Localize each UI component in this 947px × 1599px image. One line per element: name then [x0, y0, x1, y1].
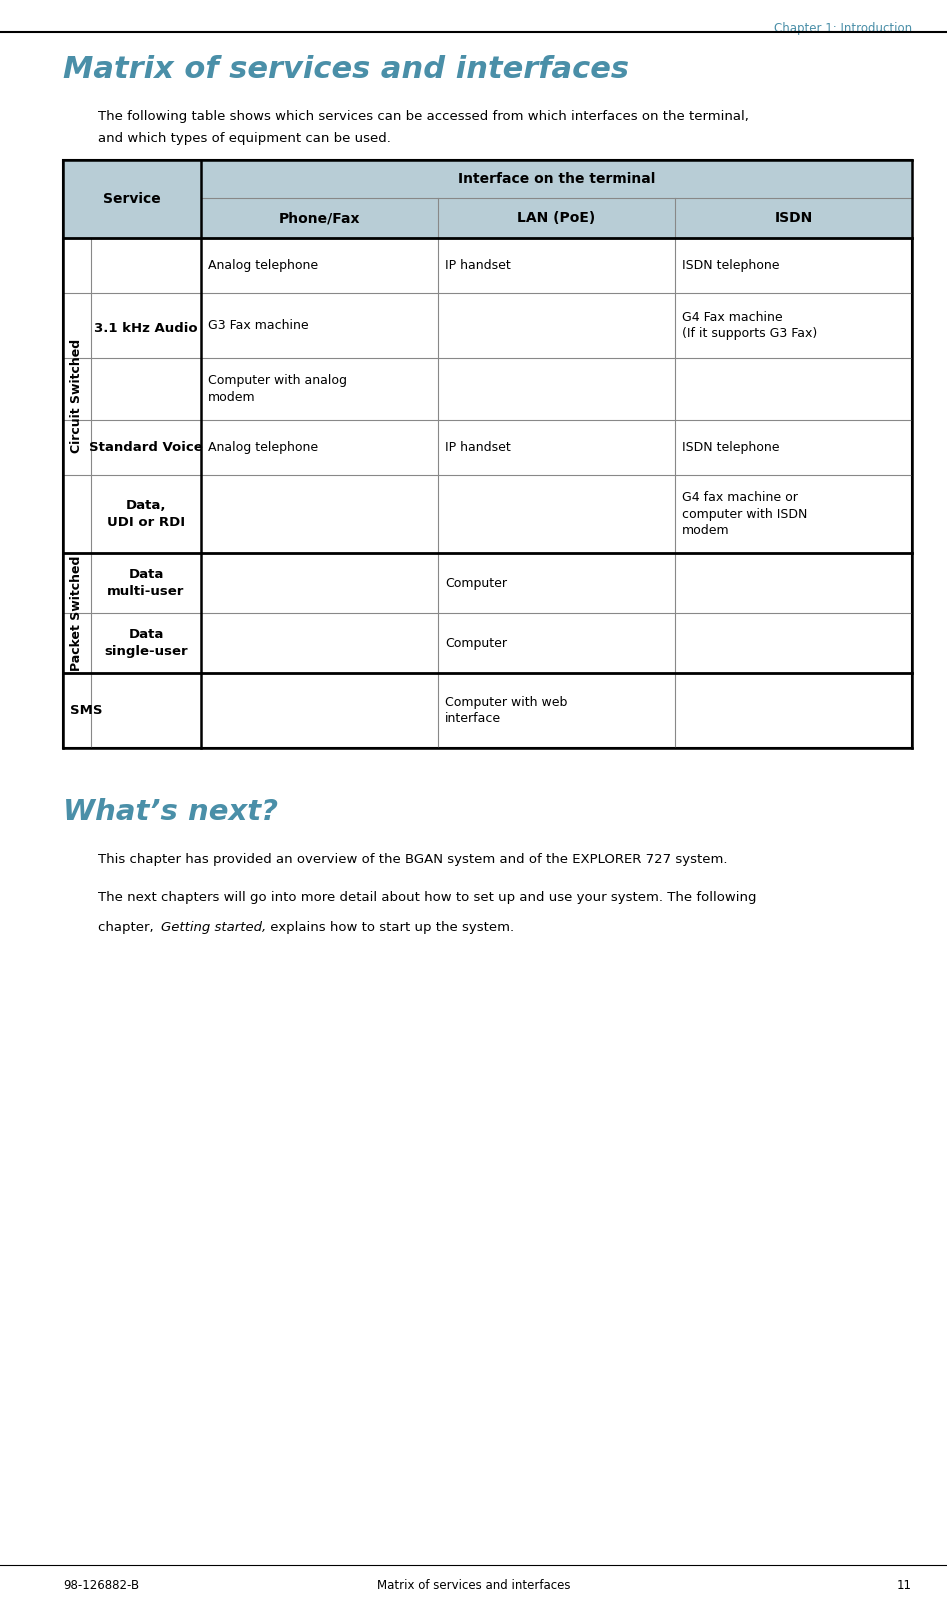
- Text: explains how to start up the system.: explains how to start up the system.: [266, 921, 514, 934]
- Text: Computer with analog
modem: Computer with analog modem: [208, 374, 347, 405]
- Text: G4 fax machine or
computer with ISDN
modem: G4 fax machine or computer with ISDN mod…: [682, 491, 808, 537]
- Text: Computer: Computer: [445, 636, 507, 649]
- Text: ISDN telephone: ISDN telephone: [682, 259, 779, 272]
- Text: and which types of equipment can be used.: and which types of equipment can be used…: [98, 133, 391, 146]
- Bar: [63, 160, 912, 748]
- Text: Standard Voice: Standard Voice: [89, 441, 203, 454]
- Text: 98-126882-B: 98-126882-B: [63, 1578, 139, 1593]
- Text: SMS: SMS: [70, 704, 102, 716]
- Text: Circuit Switched: Circuit Switched: [70, 339, 83, 453]
- Text: Data
single-user: Data single-user: [104, 628, 188, 659]
- Text: Interface on the terminal: Interface on the terminal: [457, 173, 655, 185]
- Text: Analog telephone: Analog telephone: [208, 259, 318, 272]
- Text: Analog telephone: Analog telephone: [208, 441, 318, 454]
- Text: chapter,: chapter,: [98, 921, 158, 934]
- Text: Matrix of services and interfaces: Matrix of services and interfaces: [63, 54, 629, 85]
- Text: This chapter has provided an overview of the BGAN system and of the EXPLORER 727: This chapter has provided an overview of…: [98, 852, 727, 867]
- Text: Computer: Computer: [445, 577, 507, 590]
- Text: LAN (PoE): LAN (PoE): [517, 211, 596, 225]
- Text: Data,
UDI or RDI: Data, UDI or RDI: [107, 499, 185, 529]
- Text: Packet Switched: Packet Switched: [70, 555, 83, 670]
- Text: IP handset: IP handset: [445, 441, 510, 454]
- Text: Computer with web
interface: Computer with web interface: [445, 696, 567, 726]
- Text: Chapter 1: Introduction: Chapter 1: Introduction: [774, 22, 912, 35]
- Text: G3 Fax machine: G3 Fax machine: [208, 318, 309, 333]
- Text: Phone/Fax: Phone/Fax: [278, 211, 360, 225]
- Text: 3.1 kHz Audio: 3.1 kHz Audio: [94, 323, 198, 336]
- Text: G4 Fax machine
(If it supports G3 Fax): G4 Fax machine (If it supports G3 Fax): [682, 310, 817, 341]
- Bar: [63, 160, 912, 238]
- Text: ISDN telephone: ISDN telephone: [682, 441, 779, 454]
- Text: IP handset: IP handset: [445, 259, 510, 272]
- Text: The next chapters will go into more detail about how to set up and use your syst: The next chapters will go into more deta…: [98, 891, 757, 903]
- Text: Getting started,: Getting started,: [161, 921, 266, 934]
- Text: Service: Service: [103, 192, 161, 206]
- Text: 11: 11: [897, 1578, 912, 1593]
- Text: Data
multi-user: Data multi-user: [107, 568, 185, 598]
- Text: Matrix of services and interfaces: Matrix of services and interfaces: [377, 1578, 570, 1593]
- Text: What’s next?: What’s next?: [63, 798, 278, 827]
- Text: ISDN: ISDN: [775, 211, 813, 225]
- Text: The following table shows which services can be accessed from which interfaces o: The following table shows which services…: [98, 110, 749, 123]
